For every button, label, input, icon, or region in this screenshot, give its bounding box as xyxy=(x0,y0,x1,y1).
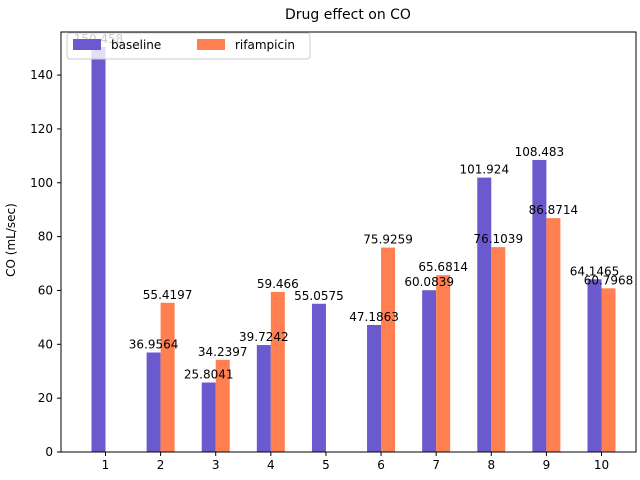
x-tick-label-5: 5 xyxy=(322,458,330,472)
bar-baseline-8 xyxy=(477,177,492,452)
y-tick-label-60: 60 xyxy=(38,283,53,297)
x-tick-label-9: 9 xyxy=(543,458,551,472)
bar-baseline-4 xyxy=(256,345,271,452)
legend-box xyxy=(66,32,311,60)
y-axis-label: CO (mL/sec) xyxy=(4,203,18,277)
x-tick-label-7: 7 xyxy=(432,458,440,472)
legend-label-baseline: baseline xyxy=(111,38,161,52)
data-label-baseline-5: 55.0575 xyxy=(294,289,344,303)
legend-label-rifampicin: rifampicin xyxy=(235,38,295,52)
data-label-baseline-6: 47.1863 xyxy=(349,310,399,324)
data-label-rifampicin-3: 34.2397 xyxy=(198,345,248,359)
value-labels-group: 150.45836.956425.804139.724255.057547.18… xyxy=(74,32,634,382)
bar-baseline-6 xyxy=(367,324,382,452)
y-tick-label-100: 100 xyxy=(30,176,53,190)
bar-baseline-10 xyxy=(587,279,602,452)
legend: baseline rifampicin xyxy=(66,32,311,60)
bar-baseline-1 xyxy=(91,46,106,452)
data-label-rifampicin-2: 55.4197 xyxy=(143,288,193,302)
y-tick-label-0: 0 xyxy=(45,445,53,459)
bar-rifampicin-10 xyxy=(601,288,616,452)
x-tick-label-6: 6 xyxy=(377,458,385,472)
data-label-rifampicin-7: 65.6814 xyxy=(418,260,468,274)
legend-swatch-baseline xyxy=(73,39,101,50)
bar-rifampicin-9 xyxy=(546,218,561,452)
data-label-baseline-7: 60.0839 xyxy=(404,275,454,289)
data-label-baseline-10: 64.1465 xyxy=(570,264,620,278)
data-label-baseline-9: 108.483 xyxy=(515,145,565,159)
axes-group: 0 20 40 60 80 100 120 140 1 2 3 4 5 6 7 8 9 10 xyxy=(30,31,637,472)
x-tick-label-4: 4 xyxy=(267,458,275,472)
bar-rifampicin-7 xyxy=(436,275,451,452)
data-label-rifampicin-4: 59.466 xyxy=(257,277,299,291)
x-tick-label-8: 8 xyxy=(487,458,495,472)
chart-title: Drug effect on CO xyxy=(285,7,411,23)
data-label-baseline-8: 101.924 xyxy=(459,163,509,177)
bar-rifampicin-6 xyxy=(381,247,396,452)
y-tick-label-120: 120 xyxy=(30,122,53,136)
data-label-rifampicin-9: 86.8714 xyxy=(529,203,579,217)
bar-rifampicin-8 xyxy=(491,247,506,452)
data-label-baseline-2: 36.9564 xyxy=(129,338,179,352)
y-tick-label-80: 80 xyxy=(38,230,53,244)
data-label-rifampicin-6: 75.9259 xyxy=(363,233,413,247)
data-label-baseline-3: 25.8041 xyxy=(184,368,234,382)
bar-baseline-7 xyxy=(422,290,437,452)
data-label-rifampicin-10: 60.7968 xyxy=(584,273,634,287)
bar-rifampicin-2 xyxy=(160,302,175,452)
x-tick-label-1: 1 xyxy=(102,458,110,472)
x-tick-label-10: 10 xyxy=(594,458,609,472)
y-tick-label-20: 20 xyxy=(38,391,53,405)
plot-frame xyxy=(60,31,637,453)
bar-rifampicin-4 xyxy=(270,291,285,452)
y-tick-label-140: 140 xyxy=(30,68,53,82)
data-label-rifampicin-8: 76.1039 xyxy=(473,232,523,246)
legend-swatch-rifampicin xyxy=(197,39,225,50)
y-tick-label-40: 40 xyxy=(38,337,53,351)
bar-baseline-9 xyxy=(532,159,547,452)
bar-baseline-3 xyxy=(201,382,216,452)
data-label-baseline-4: 39.7242 xyxy=(239,330,289,344)
bar-baseline-5 xyxy=(311,303,326,452)
x-tick-label-3: 3 xyxy=(212,458,220,472)
bar-baseline-2 xyxy=(146,352,161,452)
x-tick-label-2: 2 xyxy=(157,458,165,472)
bar-rifampicin-3 xyxy=(215,359,230,452)
bars-group xyxy=(91,46,616,452)
